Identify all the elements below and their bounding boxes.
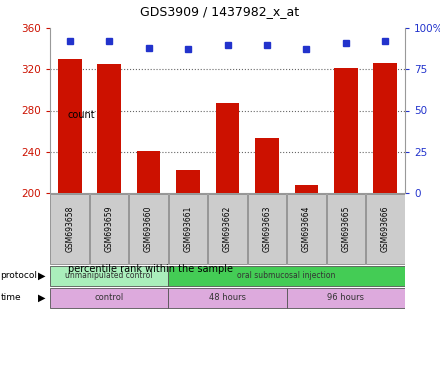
Bar bbox=[137, 151, 161, 193]
Bar bbox=[255, 138, 279, 193]
Bar bbox=[326, 194, 365, 264]
Text: percentile rank within the sample: percentile rank within the sample bbox=[68, 264, 233, 274]
Bar bbox=[50, 266, 169, 286]
Bar bbox=[51, 194, 89, 264]
Text: unmanipulated control: unmanipulated control bbox=[66, 271, 153, 280]
Text: GSM693660: GSM693660 bbox=[144, 206, 153, 252]
Text: GSM693659: GSM693659 bbox=[105, 206, 114, 252]
Text: protocol: protocol bbox=[0, 271, 37, 280]
Text: GSM693664: GSM693664 bbox=[302, 206, 311, 252]
Bar bbox=[169, 288, 287, 308]
Bar bbox=[97, 64, 121, 193]
Text: ▶: ▶ bbox=[38, 293, 46, 303]
Bar bbox=[287, 288, 405, 308]
Bar bbox=[334, 68, 358, 193]
Text: GDS3909 / 1437982_x_at: GDS3909 / 1437982_x_at bbox=[140, 5, 300, 18]
Text: 48 hours: 48 hours bbox=[209, 293, 246, 303]
Bar bbox=[50, 288, 169, 308]
Text: GSM693658: GSM693658 bbox=[65, 206, 74, 252]
Bar bbox=[90, 194, 128, 264]
Text: count: count bbox=[68, 110, 95, 120]
Bar bbox=[129, 194, 168, 264]
Bar bbox=[287, 194, 326, 264]
Text: 96 hours: 96 hours bbox=[327, 293, 364, 303]
Bar bbox=[176, 170, 200, 193]
Text: time: time bbox=[0, 293, 21, 303]
Text: ▶: ▶ bbox=[38, 271, 46, 281]
Text: GSM693662: GSM693662 bbox=[223, 206, 232, 252]
Bar bbox=[58, 59, 81, 193]
Text: GSM693661: GSM693661 bbox=[183, 206, 193, 252]
Bar bbox=[248, 194, 286, 264]
Text: GSM693665: GSM693665 bbox=[341, 206, 350, 252]
Text: GSM693663: GSM693663 bbox=[262, 206, 271, 252]
Bar bbox=[208, 194, 247, 264]
Bar bbox=[216, 103, 239, 193]
Text: oral submucosal injection: oral submucosal injection bbox=[238, 271, 336, 280]
Bar bbox=[169, 266, 405, 286]
Text: control: control bbox=[95, 293, 124, 303]
Text: GSM693666: GSM693666 bbox=[381, 206, 390, 252]
Bar bbox=[169, 194, 207, 264]
Bar bbox=[366, 194, 405, 264]
Bar bbox=[374, 63, 397, 193]
Bar bbox=[294, 185, 318, 193]
